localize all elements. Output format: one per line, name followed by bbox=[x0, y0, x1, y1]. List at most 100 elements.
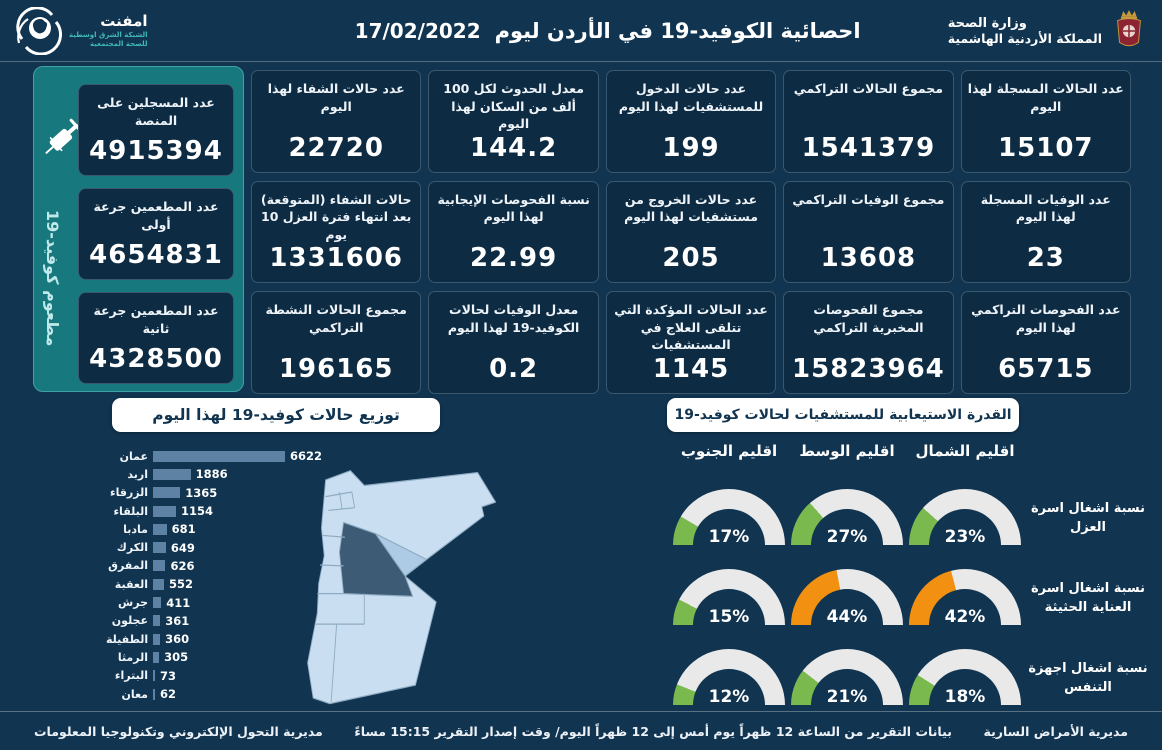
stat-card-value: 65715 bbox=[998, 353, 1094, 384]
stat-card-label: عدد الحالات المؤكدة التي تتلقى العلاج في… bbox=[614, 302, 768, 352]
ministry-block: وزارة الصحة المملكة الأردنية الهاشمية bbox=[948, 8, 1148, 54]
gauge-row-label: نسبة اشغال اسرة العزل bbox=[1030, 500, 1146, 536]
stat-card-value: 199 bbox=[662, 132, 720, 163]
stat-card-label: مجموع الحالات النشطة التراكمي bbox=[265, 302, 407, 335]
bar bbox=[153, 450, 285, 462]
bar-value: 626 bbox=[170, 558, 195, 573]
bar-row: البتراء 73 bbox=[106, 667, 356, 685]
footer: مديرية الأمراض السارية بيانات التقرير من… bbox=[0, 711, 1162, 750]
gauge: 27% bbox=[791, 489, 903, 547]
bar-value: 73 bbox=[160, 668, 177, 683]
gauge-cell: 21% bbox=[791, 638, 903, 718]
gauge-region-header: اقليم الجنوب bbox=[680, 442, 778, 460]
bar-category-label: معان bbox=[121, 687, 148, 701]
vax-card-label: عدد المسجلين على المنصة bbox=[97, 95, 215, 128]
gauge-section-title: القدرة الاستيعابية للمستشفيات لحالات كوف… bbox=[674, 407, 1012, 423]
bar-row: العقبة 552 bbox=[106, 575, 356, 593]
page-title: احصائية الكوفيد-19 في الأردن ليوم bbox=[494, 18, 861, 43]
bar-category-label: الرمثا bbox=[117, 650, 148, 664]
gauge-grid: اقليم الشمال اقليم الوسط اقليم الجنوب نسبة … bbox=[650, 442, 1152, 718]
gauge-region-header: اقليم الوسط bbox=[799, 442, 895, 460]
vax-card-label: عدد المطعمين جرعة ثانية bbox=[93, 303, 219, 336]
gauge: 12% bbox=[673, 649, 785, 707]
bar-chart-title-pill: توزيع حالات كوفيد-19 لهذا اليوم bbox=[112, 398, 440, 432]
vax-card-label: عدد المطعمين جرعة أولى bbox=[93, 199, 219, 232]
bar-row: البلقاء 1154 bbox=[106, 502, 356, 520]
emphnet-subtitle-1: الشبكة الشرق اوسطية bbox=[69, 31, 148, 40]
bar-category-label: مادبا bbox=[123, 522, 148, 536]
report-date: 17/02/2022 bbox=[354, 18, 481, 43]
stat-cards-grid: عدد الحالات المسجلة لهذا اليوم 15107 مجموع… bbox=[251, 70, 1131, 394]
stat-card-label: عدد حالات الشفاء لهذا اليوم bbox=[267, 81, 405, 114]
title-wrap: احصائية الكوفيد-19 في الأردن ليوم 17/02/… bbox=[355, 19, 861, 43]
bar-row: عجلون 361 bbox=[106, 612, 356, 630]
gauge-value: 44% bbox=[826, 607, 868, 627]
stat-card-value: 144.2 bbox=[469, 132, 558, 163]
gauge: 21% bbox=[791, 649, 903, 707]
bar-value: 360 bbox=[165, 632, 190, 647]
gauge-row-label: نسبة اشغال اسرة العناية الحثيثة bbox=[1030, 580, 1146, 616]
globe-icon bbox=[16, 6, 62, 55]
bar-category-label: البلقاء bbox=[113, 504, 148, 518]
stat-card-label: نسبة الفحوصات الإيجابية لهذا اليوم bbox=[437, 191, 590, 225]
gauge: 42% bbox=[909, 569, 1021, 627]
bar-row: المفرق 626 bbox=[106, 557, 356, 575]
stat-card-value: 205 bbox=[662, 243, 720, 273]
bar-chart-title: توزيع حالات كوفيد-19 لهذا اليوم bbox=[152, 406, 400, 424]
gauge-cell: 15% bbox=[673, 558, 785, 638]
stat-card: حالات الشفاء (المتوقعة) بعد انتهاء فترة … bbox=[251, 180, 422, 283]
bar-row: مادبا 681 bbox=[106, 520, 356, 538]
bar bbox=[153, 615, 161, 627]
stat-card: معدل الوفيات لحالات الكوفيد-19 لهذا اليو… bbox=[428, 291, 599, 394]
stat-card-label: مجموع الفحوصات المخبرية التراكمي bbox=[813, 302, 924, 335]
gauge: 23% bbox=[909, 489, 1021, 547]
vax-card-value: 4915394 bbox=[89, 136, 223, 166]
bar-category-label: اربد bbox=[127, 467, 148, 481]
stat-card-label: عدد حالات الخروج من مستشفيات لهذا اليوم bbox=[624, 191, 758, 225]
bar bbox=[153, 670, 155, 682]
stat-card: عدد حالات الشفاء لهذا اليوم 22720 bbox=[251, 70, 422, 173]
bar-category-label: عمان bbox=[119, 449, 148, 463]
kingdom-name: المملكة الأردنية الهاشمية bbox=[947, 30, 1102, 46]
gauge-cell: 17% bbox=[673, 478, 785, 558]
stat-card: معدل الحدوث لكل 100 ألف من السكان لهذا ا… bbox=[428, 70, 599, 173]
bar-row: الكرك 649 bbox=[106, 538, 356, 556]
stat-card-label: حالات الشفاء (المتوقعة) بعد انتهاء فترة … bbox=[260, 191, 412, 242]
stat-card: نسبة الفحوصات الإيجابية لهذا اليوم 22.99 bbox=[428, 180, 599, 283]
gauge-value: 17% bbox=[708, 527, 750, 547]
stat-card-label: مجموع الحالات التراكمي bbox=[793, 81, 943, 96]
gauge-row-label: نسبة اشغال اجهزة التنفس bbox=[1028, 660, 1148, 696]
bar-row: الزرقاء 1365 bbox=[106, 484, 356, 502]
vax-card-value: 4654831 bbox=[89, 240, 223, 270]
gauge: 18% bbox=[909, 649, 1021, 707]
stat-card-value: 1145 bbox=[652, 353, 730, 384]
gauge-value: 12% bbox=[708, 687, 750, 707]
bar-category-label: البتراء bbox=[114, 669, 148, 683]
map-governorate-borders bbox=[315, 491, 365, 702]
gauge-value: 27% bbox=[826, 527, 868, 547]
bar-row: اربد 1886 bbox=[106, 465, 356, 483]
stat-card-value: 0.2 bbox=[489, 353, 539, 384]
vax-card-value: 4328500 bbox=[89, 344, 223, 374]
bar-value: 62 bbox=[160, 687, 177, 701]
bar-value: 552 bbox=[169, 577, 194, 592]
stat-card: عدد الحالات المؤكدة التي تتلقى العلاج في… bbox=[605, 291, 777, 394]
stat-card-value: 196165 bbox=[278, 353, 394, 384]
gauge-cell: 12% bbox=[673, 638, 785, 718]
bar-category-label: العقبة bbox=[114, 577, 148, 591]
ministry-name: وزارة الصحة bbox=[947, 15, 1027, 31]
footer-communicable-diseases: مديرية الأمراض السارية bbox=[983, 723, 1128, 739]
gauge-region-header: اقليم الشمال bbox=[915, 442, 1015, 460]
stat-card: عدد الحالات المسجلة لهذا اليوم 15107 bbox=[960, 70, 1131, 173]
footer-it-directorate: مديرية التحول الإلكتروني وتكنولوجيا المع… bbox=[34, 723, 323, 739]
bar-value: 1365 bbox=[185, 485, 218, 500]
vaccination-panel: مطعوم كوفيد-19 عدد المسجلين على المنصة 49… bbox=[33, 66, 244, 392]
bar bbox=[153, 560, 166, 572]
jordan-map bbox=[307, 470, 497, 705]
gauge-value: 15% bbox=[708, 607, 750, 627]
stat-card-value: 15823964 bbox=[792, 353, 945, 384]
bar-value: 361 bbox=[165, 613, 190, 628]
bar-category-label: الكرك bbox=[116, 541, 148, 555]
gauge-value: 18% bbox=[944, 687, 986, 707]
